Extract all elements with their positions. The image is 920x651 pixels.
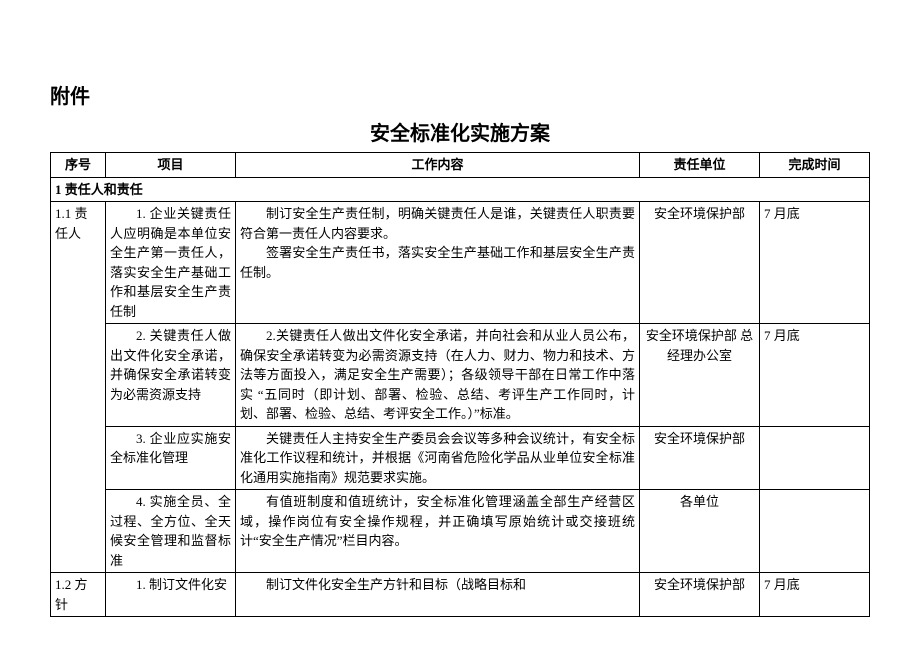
table-row: 1.1 责 任人 1. 企业关键责任人应明确是本单位安全生产第一责任人，落实安全… <box>51 202 870 324</box>
cell-time: 7 月底 <box>760 573 870 617</box>
col-header-content: 工作内容 <box>236 153 640 178</box>
section-row: 1 责任人和责任 <box>51 177 870 202</box>
cell-unit: 安全环境保护部 总经理办公室 <box>640 324 760 427</box>
cell-content: 有值班制度和值班统计，安全标准化管理涵盖全部生产经营区域，操作岗位有安全操作规程… <box>236 490 640 573</box>
col-header-project: 项目 <box>106 153 236 178</box>
cell-project: 4. 实施全员、全过程、全方位、全天候安全管理和监督标准 <box>106 490 236 573</box>
document-title: 安全标准化实施方案 <box>50 117 870 146</box>
attachment-heading: 附件 <box>50 80 870 109</box>
table-row: 1.2 方 针 1. 制订文件化安 制订文件化安全生产方针和目标（战略目标和 安… <box>51 573 870 617</box>
cell-content: 制订文件化安全生产方针和目标（战略目标和 <box>236 573 640 617</box>
table-row: 3. 企业应实施安全标准化管理 关键责任人主持安全生产委员会会议等多种会议统计，… <box>51 426 870 490</box>
cell-unit: 安全环境保护部 <box>640 573 760 617</box>
cell-unit: 各单位 <box>640 490 760 573</box>
col-header-seq: 序号 <box>51 153 106 178</box>
cell-content: 关键责任人主持安全生产委员会会议等多种会议统计，有安全标准化工作议程和统计，并根… <box>236 426 640 490</box>
cell-project: 3. 企业应实施安全标准化管理 <box>106 426 236 490</box>
table-row: 2. 关键责任人做出文件化安全承诺，并确保安全承诺转变为必需资源支持 2.关键责… <box>51 324 870 427</box>
cell-seq: 1.1 责 任人 <box>51 202 106 573</box>
cell-content: 2.关键责任人做出文件化安全承诺，并向社会和从业人员公布，确保安全承诺转变为必需… <box>236 324 640 427</box>
cell-unit: 安全环境保护部 <box>640 202 760 324</box>
col-header-time: 完成时间 <box>760 153 870 178</box>
cell-time: 7 月底 <box>760 324 870 427</box>
document-page: 附件 安全标准化实施方案 序号 项目 工作内容 责任单位 完成时间 1 责任人和… <box>0 0 920 617</box>
cell-content: 制订安全生产责任制，明确关键责任人是谁，关键责任人职责要符合第一责任人内容要求。… <box>236 202 640 324</box>
cell-project: 1. 企业关键责任人应明确是本单位安全生产第一责任人，落实安全生产基础工作和基层… <box>106 202 236 324</box>
implementation-table: 序号 项目 工作内容 责任单位 完成时间 1 责任人和责任 1.1 责 任人 1… <box>50 152 870 617</box>
col-header-unit: 责任单位 <box>640 153 760 178</box>
cell-time <box>760 490 870 573</box>
table-header-row: 序号 项目 工作内容 责任单位 完成时间 <box>51 153 870 178</box>
table-row: 4. 实施全员、全过程、全方位、全天候安全管理和监督标准 有值班制度和值班统计，… <box>51 490 870 573</box>
cell-unit: 安全环境保护部 <box>640 426 760 490</box>
cell-time: 7 月底 <box>760 202 870 324</box>
cell-seq: 1.2 方 针 <box>51 573 106 617</box>
cell-project: 1. 制订文件化安 <box>106 573 236 617</box>
cell-project: 2. 关键责任人做出文件化安全承诺，并确保安全承诺转变为必需资源支持 <box>106 324 236 427</box>
section-title: 1 责任人和责任 <box>51 177 870 202</box>
cell-time <box>760 426 870 490</box>
